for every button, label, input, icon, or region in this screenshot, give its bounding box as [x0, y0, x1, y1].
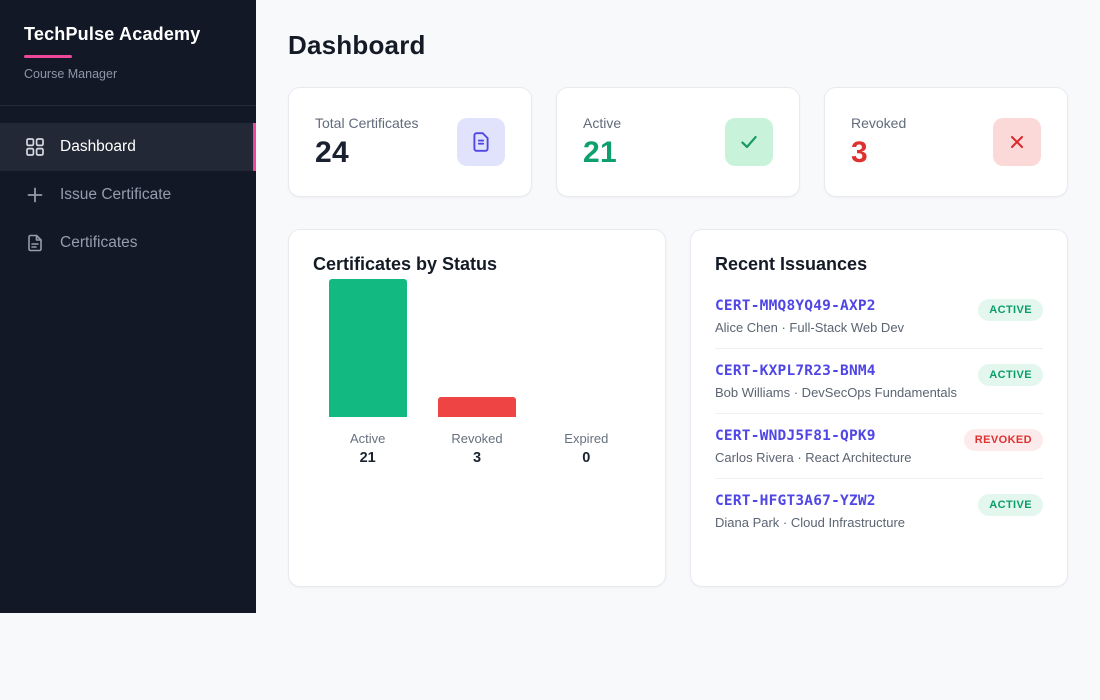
sidebar-item-issue-certificate[interactable]: Issue Certificate: [0, 171, 256, 219]
sidebar-item-label: Issue Certificate: [60, 186, 172, 203]
certificate-meta: Alice Chen · Full-Stack Web Dev: [715, 320, 905, 335]
brand-subtitle: Course Manager: [24, 67, 118, 81]
stat-value: 24: [315, 135, 349, 169]
category-label: Expired: [564, 431, 609, 446]
stat-value: 3: [851, 135, 868, 169]
recent-issuances-title: Recent Issuances: [715, 254, 868, 274]
certificate-code-link[interactable]: CERT-KXPL7R23-BNM4: [715, 363, 876, 379]
stats-row: Total Certificates 24 Active 21: [288, 87, 1068, 197]
category-label: Revoked: [451, 431, 503, 446]
grid-icon: [26, 138, 44, 156]
file-icon: [26, 234, 44, 252]
page-title: Dashboard: [288, 30, 426, 60]
sidebar-item-dashboard[interactable]: Dashboard: [0, 123, 256, 171]
stat-label: Total Certificates: [315, 114, 419, 131]
plus-icon: [26, 186, 44, 204]
status-badge: ACTIVE: [978, 494, 1043, 516]
category-value: 3: [472, 450, 482, 466]
recent-issuances-panel: Recent Issuances CERT-MMQ8YQ49-AXP2 Alic…: [690, 229, 1068, 587]
bar-active: [328, 279, 407, 417]
brand-title: TechPulse Academy: [24, 24, 201, 44]
chart-title: Certificates by Status: [313, 254, 498, 274]
certificate-code-link[interactable]: CERT-WNDJ5F81-QPK9: [715, 428, 876, 444]
certificate-meta: Diana Park · Cloud Infrastructure: [715, 515, 906, 530]
x-icon: [993, 118, 1041, 166]
stat-card-revoked: Revoked 3: [824, 87, 1068, 197]
certificate-code-link[interactable]: CERT-HFGT3A67-YZW2: [715, 493, 876, 509]
stat-card-total-certificates: Total Certificates 24: [288, 87, 532, 197]
bar-revoked: [437, 397, 516, 417]
sidebar: TechPulse Academy Course Manager Dashboa…: [0, 0, 256, 613]
certificate-meta: Carlos Rivera · React Architecture: [715, 450, 912, 465]
sidebar-nav: Dashboard Issue Certificate Certificates: [0, 123, 256, 267]
file-icon: [457, 118, 505, 166]
recent-issuances-list: CERT-MMQ8YQ49-AXP2 Alice Chen · Full-Sta…: [715, 284, 1043, 543]
certificate-row: CERT-KXPL7R23-BNM4 Bob Williams · DevSec…: [715, 349, 1043, 414]
sidebar-item-label: Certificates: [60, 234, 138, 251]
brand-accent-bar: [24, 55, 72, 58]
brand: TechPulse Academy Course Manager: [0, 0, 256, 106]
category-value: 0: [582, 450, 591, 466]
certificate-meta: Bob Williams · DevSecOps Fundamentals: [715, 385, 958, 400]
certificate-row: CERT-WNDJ5F81-QPK9 Carlos Rivera · React…: [715, 414, 1043, 479]
status-badge: ACTIVE: [978, 364, 1043, 386]
main-content: Dashboard Total Certificates 24 Active 2…: [256, 0, 1100, 587]
stat-card-active: Active 21: [556, 87, 800, 197]
bar-chart: Active 21 Revoked 3 Expired 0: [313, 277, 641, 466]
status-badge: ACTIVE: [978, 299, 1043, 321]
check-icon: [725, 118, 773, 166]
certificate-row: CERT-MMQ8YQ49-AXP2 Alice Chen · Full-Sta…: [715, 284, 1043, 349]
stat-label: Revoked: [851, 114, 907, 131]
certificate-code-link[interactable]: CERT-MMQ8YQ49-AXP2: [715, 298, 876, 314]
content-row: Certificates by Status Active 21 Revoked…: [288, 229, 1068, 587]
stat-value: 21: [583, 135, 617, 169]
category-label: Active: [349, 431, 386, 446]
status-badge: REVOKED: [963, 429, 1043, 451]
chart-panel: Certificates by Status Active 21 Revoked…: [288, 229, 666, 587]
stat-label: Active: [583, 114, 622, 131]
category-value: 21: [359, 450, 376, 466]
sidebar-item-certificates[interactable]: Certificates: [0, 219, 256, 267]
certificate-row: CERT-HFGT3A67-YZW2 Diana Park · Cloud In…: [715, 479, 1043, 543]
sidebar-item-label: Dashboard: [60, 138, 136, 155]
